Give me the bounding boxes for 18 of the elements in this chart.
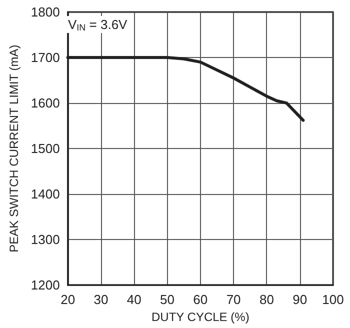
x-tick-label: 20 [60, 292, 76, 308]
x-axis-title: DUTY CYCLE (%) [152, 310, 250, 324]
x-tick-label: 80 [259, 292, 274, 308]
y-tick-label: 1600 [30, 96, 60, 111]
y-axis-title: PEAK SWITCH CURRENT LIMIT (mA) [7, 44, 21, 252]
x-tick-label: 30 [94, 292, 108, 308]
x-tick-label: 70 [226, 292, 241, 308]
y-tick-label: 1500 [30, 141, 60, 156]
x-tick-label: 40 [126, 292, 142, 308]
y-tick-label: 1200 [30, 278, 60, 293]
y-tick-label: 1300 [30, 232, 60, 248]
y-tick-label: 1700 [30, 50, 60, 66]
x-tick-label: 60 [193, 292, 208, 308]
x-tick-label: 90 [292, 292, 308, 308]
y-tick-label: 1400 [30, 186, 60, 202]
y-tick-label: 1800 [30, 4, 60, 20]
x-tick-label: 50 [160, 292, 174, 308]
x-tick-label: 100 [322, 292, 344, 308]
